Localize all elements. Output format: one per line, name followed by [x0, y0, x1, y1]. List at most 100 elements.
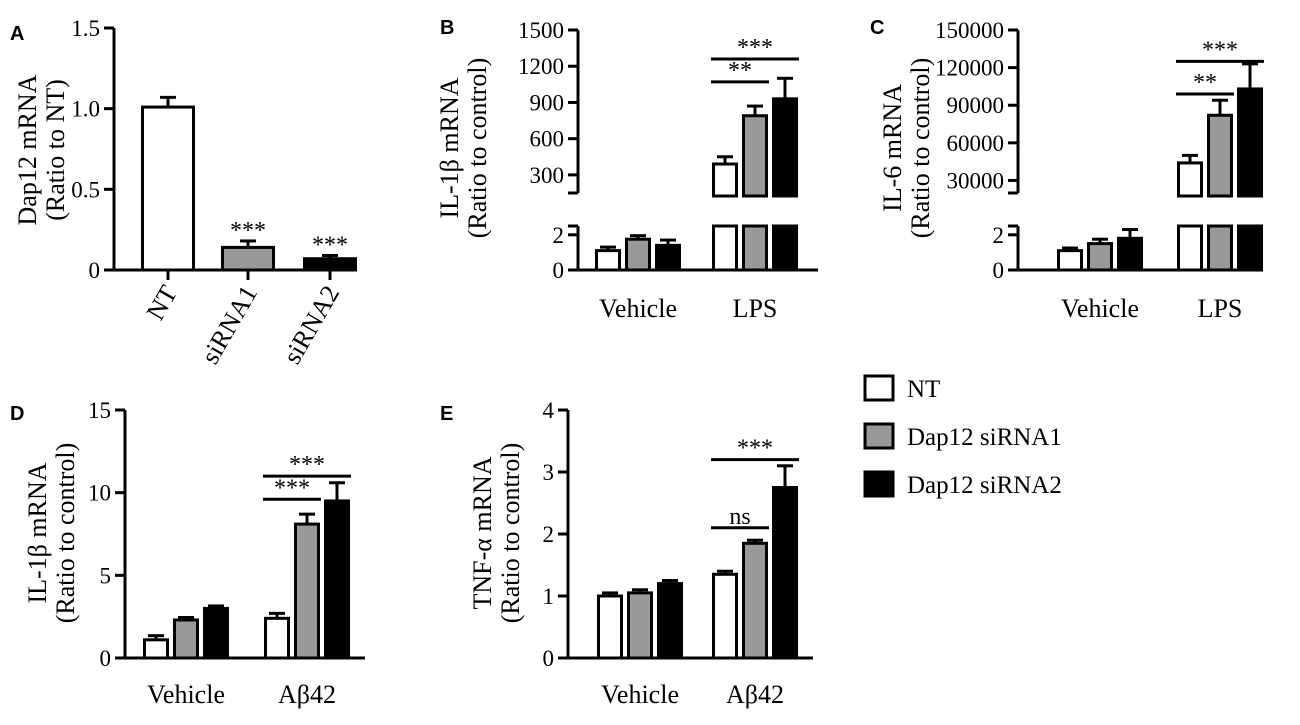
c-y-tick-label: 2 — [993, 223, 1005, 248]
e-x-tick-label: Vehicle — [601, 680, 679, 709]
b-y-axis-label-line: (Ratio to control) — [463, 58, 492, 239]
b-y-tick-label: 2 — [553, 223, 565, 248]
b-bar-upper — [772, 97, 798, 198]
d-significance-label: *** — [274, 475, 310, 501]
a-y-tick-label: 1.5 — [71, 16, 100, 41]
b-y-axis-label: IL-1β mRNA(Ratio to control) — [435, 58, 492, 239]
legend-swatch — [863, 374, 895, 402]
b-y-tick-label: 300 — [530, 163, 565, 188]
c-y-tick-label: 120000 — [935, 56, 1004, 81]
e-y-tick-label: 0 — [543, 646, 555, 671]
c-y-axis-label-line: (Ratio to control) — [906, 58, 935, 239]
c-y-axis-label: IL-6 mRNA(Ratio to control) — [878, 58, 935, 239]
d-y-tick-label: 5 — [100, 563, 112, 588]
c-y-tick-label: 90000 — [947, 93, 1005, 118]
b-bar-lower — [772, 224, 798, 272]
e-y-tick-label: 2 — [543, 522, 555, 547]
b-y-tick-label: 1200 — [518, 54, 564, 79]
a-y-axis-label-line: Dap12 mRNA — [13, 74, 42, 225]
c-bar-upper — [1237, 87, 1263, 198]
d-y-axis-label: IL-1β mRNA(Ratio to control) — [23, 443, 80, 624]
c-y-tick-label: 60000 — [947, 131, 1005, 156]
a-bar — [221, 245, 275, 272]
c-significance-label: ** — [1193, 70, 1217, 96]
c-x-tick-label: LPS — [1198, 294, 1243, 323]
b-y-tick-label: 900 — [530, 90, 565, 115]
d-y-axis-label-line: IL-1β mRNA — [23, 462, 52, 603]
e-significance-label: ns — [729, 504, 750, 530]
legend-swatch — [863, 422, 895, 450]
e-y-tick-label: 4 — [543, 398, 555, 423]
a-y-tick-label: 1.0 — [71, 97, 100, 122]
c-bar-lower — [1207, 224, 1233, 272]
e-y-tick-label: 3 — [543, 460, 555, 485]
c-bar-upper — [1177, 161, 1203, 198]
b-bar-upper — [712, 162, 738, 198]
panel-letter-a: A — [10, 23, 24, 45]
c-x-tick-label: Vehicle — [1061, 294, 1139, 323]
e-y-axis-label-line: (Ratio to control) — [496, 443, 525, 624]
chart-layer: 0 0.5 1.0 1.5 Dap12 mRNA(Ratio to NT) NT *** si… — [13, 16, 1264, 709]
d-bar — [203, 606, 229, 660]
c-significance-label: *** — [1202, 37, 1238, 63]
c-bar-upper — [1207, 113, 1233, 198]
d-bar — [173, 618, 199, 660]
e-bar — [772, 486, 798, 660]
b-x-tick-label: LPS — [733, 294, 778, 323]
a-y-tick-label: 0.5 — [71, 177, 100, 202]
panel-letter-e: E — [440, 403, 453, 425]
e-y-axis-label-line: TNF-α mRNA — [468, 456, 497, 609]
d-y-tick-label: 10 — [88, 481, 111, 506]
c-bar-lower — [1237, 224, 1263, 272]
e-bar — [597, 594, 623, 660]
d-bar — [264, 616, 290, 660]
a-bar — [141, 105, 195, 272]
legend-label: Dap12 siRNA1 — [907, 424, 1062, 451]
e-bar — [657, 582, 683, 660]
a-significance-label: *** — [312, 232, 348, 258]
d-bar — [324, 499, 350, 660]
c-y-tick-label: 150000 — [935, 18, 1004, 43]
a-bar — [303, 257, 357, 272]
e-y-tick-label: 1 — [543, 584, 555, 609]
panel-letter-b: B — [440, 17, 454, 39]
a-significance-label: *** — [230, 218, 266, 244]
d-y-axis-label-line: (Ratio to control) — [51, 443, 80, 624]
c-bar — [1057, 249, 1083, 272]
d-bar — [294, 522, 320, 660]
e-y-axis-label: TNF-α mRNA(Ratio to control) — [468, 443, 525, 624]
b-bar — [595, 249, 621, 272]
e-bar — [742, 541, 768, 660]
b-y-tick-label: 600 — [530, 127, 565, 152]
b-y-tick-label: 0 — [553, 258, 565, 283]
d-bar — [143, 638, 169, 660]
a-x-tick-label: siRNA1 — [195, 281, 263, 369]
a-y-tick-label: 0 — [89, 258, 101, 283]
legend-swatch — [863, 470, 895, 498]
b-y-axis-label-line: IL-1β mRNA — [435, 77, 464, 218]
e-bar — [627, 591, 653, 660]
c-bar — [1087, 242, 1113, 272]
e-bar — [712, 572, 738, 660]
b-y-tick-label: 1500 — [518, 18, 564, 43]
panel-letter-d: D — [10, 403, 24, 425]
legend-label: Dap12 siRNA2 — [907, 472, 1062, 499]
b-bar-lower — [742, 224, 768, 272]
d-y-tick-label: 15 — [88, 398, 111, 423]
b-x-tick-label: Vehicle — [599, 294, 677, 323]
b-bar — [625, 237, 651, 272]
b-bar-upper — [742, 114, 768, 198]
a-x-tick-label: siRNA2 — [277, 281, 345, 369]
d-significance-label: *** — [289, 452, 325, 478]
d-x-tick-label: Aβ42 — [278, 680, 336, 709]
b-bar — [655, 243, 681, 272]
b-significance-label: ** — [728, 58, 752, 84]
b-bar-lower — [712, 224, 738, 272]
e-x-tick-label: Aβ42 — [726, 680, 784, 709]
c-bar-lower — [1177, 224, 1203, 272]
a-y-axis-label: Dap12 mRNA(Ratio to NT) — [13, 74, 70, 225]
b-significance-label: *** — [737, 35, 773, 61]
c-y-tick-label: 0 — [993, 258, 1005, 283]
